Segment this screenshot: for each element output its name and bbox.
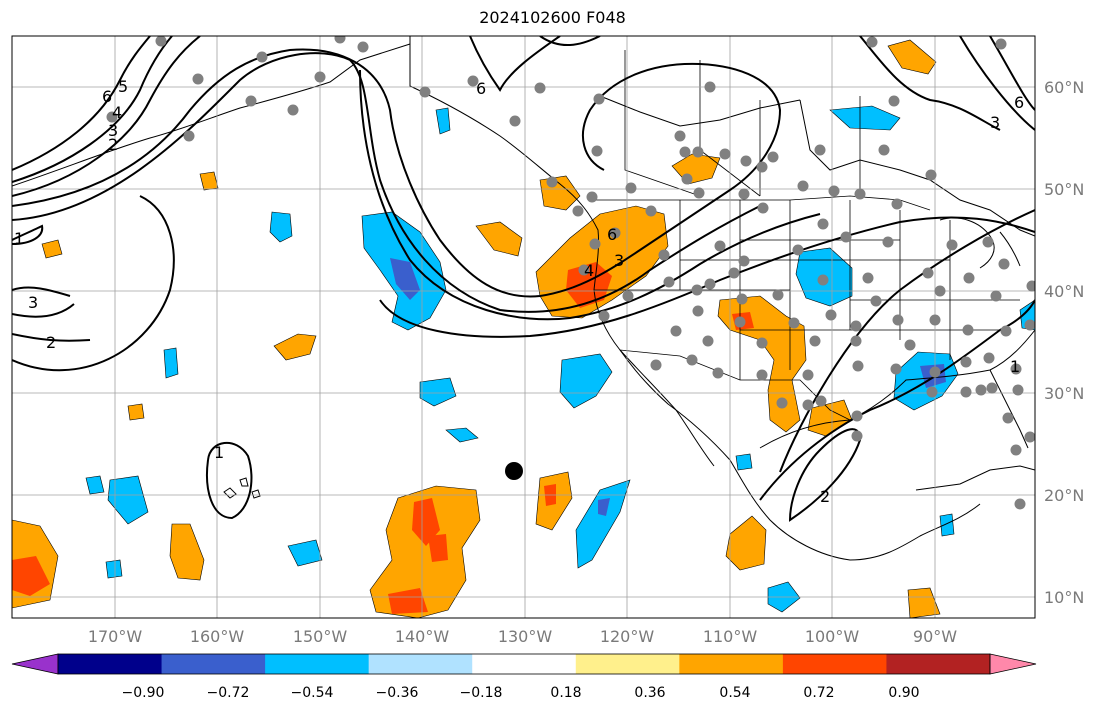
colorbar-tick-label: 0.90 bbox=[888, 685, 919, 701]
contour-label: 2 bbox=[820, 487, 830, 506]
colorbar-extend-high bbox=[989, 653, 1037, 675]
colorbar-frame bbox=[57, 653, 991, 675]
colorbar-segment bbox=[368, 654, 473, 674]
contour-label: 3 bbox=[108, 121, 118, 140]
colorbar-tick-label: −0.18 bbox=[460, 685, 503, 701]
longitude-label: 160°W bbox=[190, 627, 245, 646]
height-contours bbox=[12, 36, 1035, 522]
graticule bbox=[12, 36, 1035, 618]
longitude-axis: 170°W 160°W 150°W 140°W 130°W 120°W 110°… bbox=[88, 627, 957, 646]
storm-center-marker bbox=[505, 462, 523, 480]
contour-label: 6 bbox=[476, 79, 486, 98]
latitude-label: 20°N bbox=[1044, 486, 1084, 505]
latitude-label: 10°N bbox=[1044, 588, 1084, 607]
contour-label: 3 bbox=[28, 293, 38, 312]
latitude-axis: 60°N 50°N 40°N 30°N 20°N 10°N bbox=[1044, 78, 1084, 607]
colorbar-tick-label: −0.90 bbox=[122, 685, 165, 701]
colorbar-tick-label: −0.54 bbox=[291, 685, 334, 701]
contour-label: 1 bbox=[214, 443, 224, 462]
latitude-label: 30°N bbox=[1044, 384, 1084, 403]
contour-label: 1 bbox=[14, 229, 24, 248]
contour-label-group: 6 5 4 3 2 1 3 2 6 4 3 6 1 2 6 3 1 bbox=[14, 77, 1024, 506]
contour-label: 3 bbox=[990, 113, 1000, 132]
contour-label: 5 bbox=[118, 77, 128, 96]
colorbar-segment bbox=[265, 654, 370, 674]
contour-label: 6 bbox=[607, 225, 617, 244]
colorbar-segment bbox=[575, 654, 680, 674]
colorbar-tick-label: 0.72 bbox=[803, 685, 834, 701]
coastlines bbox=[12, 36, 1035, 561]
colorbar-segment bbox=[782, 654, 887, 674]
colorbar-segment bbox=[886, 654, 991, 674]
latitude-label: 50°N bbox=[1044, 180, 1084, 199]
colorbar-tick-label: 0.54 bbox=[719, 685, 750, 701]
contour-label: 4 bbox=[112, 103, 122, 122]
map-title: 2024102600 F048 bbox=[479, 8, 626, 27]
latitude-label: 40°N bbox=[1044, 282, 1084, 301]
colorbar-ticks: −0.90 −0.72 −0.54 −0.36 −0.18 0.18 0.36 … bbox=[122, 685, 920, 701]
colorbar-extend-low bbox=[11, 653, 59, 675]
longitude-label: 110°W bbox=[703, 627, 758, 646]
colorbar-segment bbox=[679, 654, 784, 674]
contour-label: 2 bbox=[108, 135, 118, 154]
longitude-label: 170°W bbox=[88, 627, 143, 646]
longitude-label: 100°W bbox=[805, 627, 860, 646]
latitude-label: 60°N bbox=[1044, 78, 1084, 97]
plot-frame bbox=[11, 35, 1036, 619]
station-points bbox=[106, 36, 1035, 510]
contour-label: 6 bbox=[102, 87, 112, 106]
colorbar-tick-label: −0.36 bbox=[376, 685, 419, 701]
colorbar-segment bbox=[161, 654, 266, 674]
longitude-label: 90°W bbox=[913, 627, 957, 646]
contour-label: 4 bbox=[584, 261, 594, 280]
colorbar bbox=[11, 653, 1037, 675]
colorbar-tick-label: 0.36 bbox=[634, 685, 665, 701]
colorbar-segment bbox=[58, 654, 163, 674]
contour-label: 2 bbox=[46, 333, 56, 352]
longitude-label: 120°W bbox=[600, 627, 655, 646]
contour-label: 1 bbox=[1010, 357, 1020, 376]
colorbar-tick-label: 0.18 bbox=[550, 685, 581, 701]
longitude-label: 130°W bbox=[498, 627, 553, 646]
longitude-label: 140°W bbox=[395, 627, 450, 646]
contour-label: 3 bbox=[614, 251, 624, 270]
contour-label: 6 bbox=[1014, 93, 1024, 112]
longitude-label: 150°W bbox=[293, 627, 348, 646]
colorbar-segment bbox=[472, 654, 577, 674]
colorbar-tick-label: −0.72 bbox=[207, 685, 250, 701]
positive-anomaly-fill bbox=[12, 39, 941, 618]
